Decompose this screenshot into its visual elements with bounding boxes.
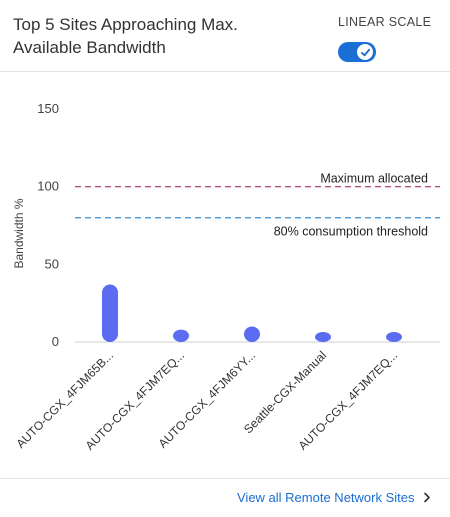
- linear-scale-toggle[interactable]: [338, 42, 376, 62]
- y-tick-label: 150: [37, 101, 59, 116]
- scale-label: LINEAR SCALE: [338, 15, 432, 29]
- bar: [102, 284, 118, 342]
- bar: [315, 332, 331, 342]
- footer-divider: [0, 478, 450, 479]
- view-all-sites-link[interactable]: View all Remote Network Sites: [237, 490, 431, 505]
- bar: [244, 326, 260, 342]
- reference-line-label: Maximum allocated: [320, 172, 428, 186]
- y-tick-label: 100: [37, 179, 59, 194]
- checkmark-icon: [360, 48, 370, 56]
- y-tick-label: 0: [52, 334, 59, 349]
- toggle-knob: [357, 44, 373, 60]
- header-divider: [0, 71, 450, 72]
- y-tick-label: 50: [45, 256, 59, 271]
- bar: [386, 332, 402, 342]
- card-title: Top 5 Sites Approaching Max. Available B…: [13, 15, 238, 57]
- y-axis-label: Bandwidth %: [12, 198, 26, 268]
- bandwidth-chart: Bandwidth % 0 50 100 150 Maximum allocated 80%…: [12, 101, 440, 453]
- chevron-right-icon: [423, 492, 431, 503]
- view-all-sites-label: View all Remote Network Sites: [237, 490, 415, 505]
- bar: [173, 329, 189, 342]
- reference-line-label: 80% consumption threshold: [274, 225, 428, 239]
